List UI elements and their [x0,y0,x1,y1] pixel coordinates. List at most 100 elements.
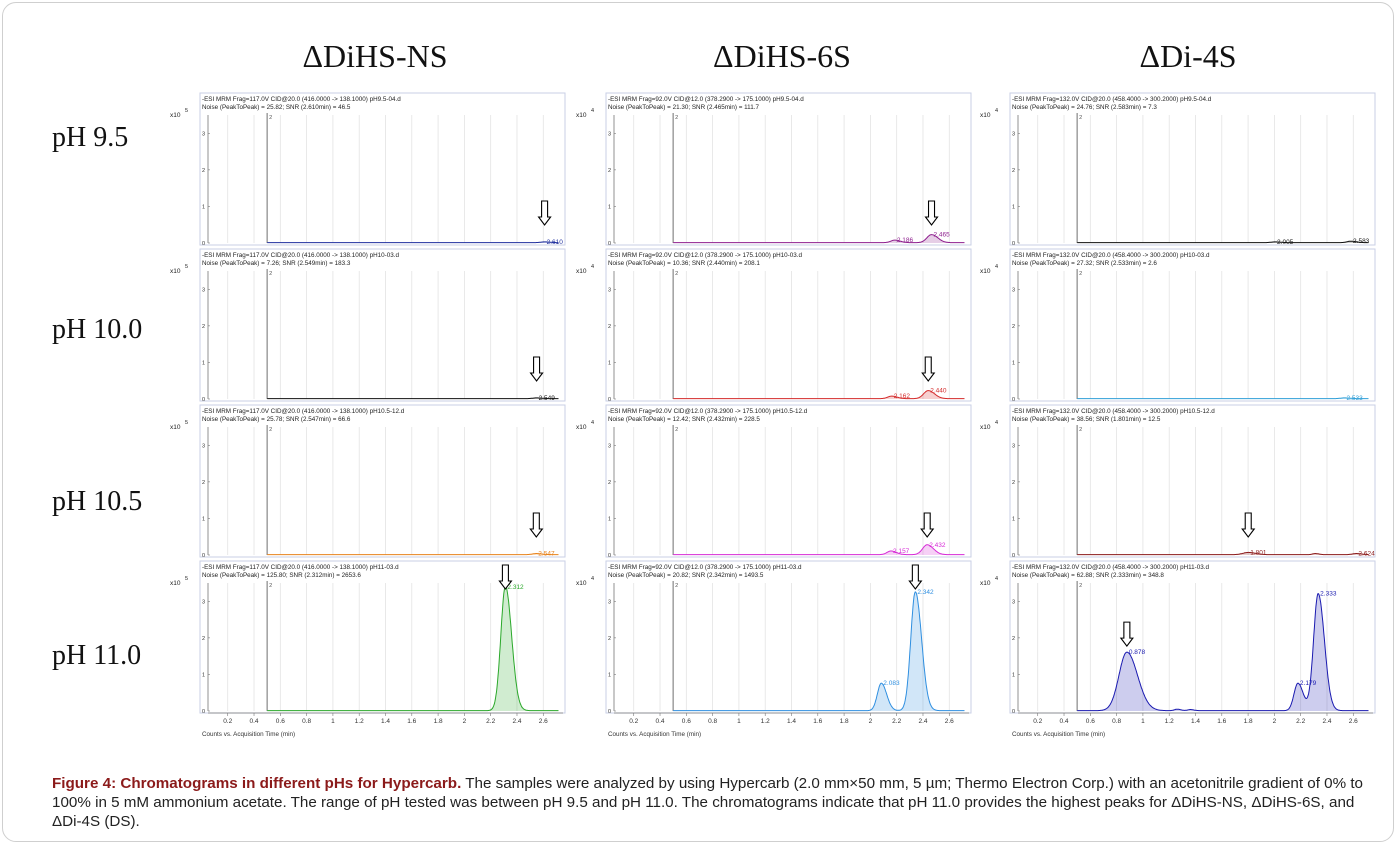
segment-marker-label: 2 [675,115,678,121]
x-tick-label: 2.4 [1322,718,1331,725]
segment-marker-label: 2 [675,427,678,433]
panel-border [605,248,972,402]
x-tick-label: 0.6 [682,718,691,725]
x-tick-label: 1.8 [840,718,849,725]
y-scale-exponent: 4 [995,576,998,582]
x-tick-label: 0.2 [223,718,232,725]
y-tick-label: 2 [202,324,205,330]
y-tick-label: 1 [608,360,611,366]
x-tick-label: 1.4 [1191,718,1200,725]
y-scale-exponent: 4 [995,420,998,426]
row-label-ph-11-0: pH 11.0 [52,640,142,671]
segment-marker-label: 2 [675,583,678,589]
x-tick-label: 1.6 [1217,718,1226,725]
peak-label: 2.312 [507,584,524,591]
x-axis-label: Counts vs. Acquisition Time (min) [202,731,295,738]
y-scale-label: x10 [980,580,991,587]
y-tick-label: 3 [202,443,205,449]
panel-border [199,92,566,246]
chromatogram-panel-0: -ESI MRM Frag=117.0V CID@20.0 (416.0000 … [170,92,566,247]
x-tick-label: 1.4 [381,718,390,725]
x-tick-label: 1.8 [434,718,443,725]
panel-border [199,248,566,402]
segment-marker-label: 2 [269,427,272,433]
y-tick-label: 3 [608,443,611,449]
x-tick-label: 0.6 [1086,718,1095,725]
peak-label: 2.333 [1320,591,1337,598]
panel-noise: Noise (PeakToPeak) = 62.88; SNR (2.333mi… [1012,572,1164,579]
panel-border [605,404,972,558]
chromatogram-panel-10: -ESI MRM Frag=92.0V CID@12.0 (378.2900 -… [576,560,972,738]
chromatogram-grid: -ESI MRM Frag=117.0V CID@20.0 (416.0000 … [170,92,1376,738]
y-scale-exponent: 4 [591,264,594,270]
peak-arrow-shape [529,512,544,538]
y-tick-label: 0 [608,397,611,403]
y-tick-label: 1 [1012,516,1015,522]
trace-line [1077,397,1369,400]
panel-noise: Noise (PeakToPeak) = 10.36; SNR (2.440mi… [608,260,760,267]
x-tick-label: 0.8 [1112,718,1121,725]
y-scale-label: x10 [980,268,991,275]
panel-noise: Noise (PeakToPeak) = 12.42; SNR (2.432mi… [608,416,760,423]
chromatogram-panel-11: -ESI MRM Frag=132.0V CID@20.0 (458.4000 … [980,560,1376,738]
y-tick-label: 3 [202,287,205,293]
peak-arrow-icon [529,512,544,538]
y-scale-exponent: 5 [185,576,188,582]
peak-arrow-shape [920,512,935,538]
panel-header: -ESI MRM Frag=117.0V CID@20.0 (416.0000 … [202,96,401,103]
peak-arrow-icon [920,512,935,538]
peak-arrow-shape [1241,512,1256,538]
y-tick-label: 0 [1012,709,1015,715]
x-tick-label: 1.2 [1165,718,1174,725]
trace-line [673,591,965,712]
segment-marker-label: 2 [675,271,678,277]
y-tick-label: 2 [1012,168,1015,174]
x-tick-label: 2.6 [539,718,548,725]
panel-header: -ESI MRM Frag=92.0V CID@12.0 (378.2900 -… [608,564,802,571]
y-tick-label: 1 [1012,360,1015,366]
panel-header: -ESI MRM Frag=132.0V CID@20.0 (458.4000 … [1012,252,1210,259]
panel-noise: Noise (PeakToPeak) = 21.30; SNR (2.465mi… [608,104,759,111]
panel-border [1009,404,1376,558]
peak-arrow-shape [537,200,552,226]
y-scale-label: x10 [170,424,181,431]
y-tick-label: 0 [608,241,611,247]
panel-noise: Noise (PeakToPeak) = 25.82; SNR (2.610mi… [202,104,351,111]
y-tick-label: 1 [608,672,611,678]
y-scale-label: x10 [170,112,181,119]
y-tick-label: 2 [1012,324,1015,330]
chromatogram-panel-8: -ESI MRM Frag=132.0V CID@20.0 (458.4000 … [980,404,1376,559]
column-title-dihs-6s: ΔDiHS-6S [713,38,851,74]
segment-marker-label: 2 [1079,427,1082,433]
peak-arrow-icon [924,200,939,226]
y-tick-label: 2 [608,324,611,330]
y-scale-label: x10 [576,112,587,119]
panel-border [199,404,566,558]
x-tick-label: 2.6 [1349,718,1358,725]
segment-marker-label: 2 [1079,115,1082,121]
y-scale-label: x10 [576,424,587,431]
trace-area [673,390,965,399]
peak-label: 0.878 [1129,649,1146,656]
peak-label: 2.624 [1358,551,1375,558]
peak-label: 2.005 [1277,239,1294,246]
figure-caption: Figure 4: Chromatograms in different pHs… [52,774,1372,831]
y-tick-label: 1 [202,516,205,522]
x-tick-label: 1.6 [813,718,822,725]
y-tick-label: 2 [202,636,205,642]
trace-line [1077,240,1369,244]
peak-label: 2.533 [1346,395,1363,402]
y-tick-label: 1 [202,204,205,210]
segment-marker-label: 2 [269,115,272,121]
y-tick-label: 3 [1012,131,1015,137]
segment-marker-label: 2 [269,271,272,277]
caption-text: The samples were analyzed by using Hyper… [52,775,1363,830]
peak-arrow-shape [908,564,923,590]
panel-noise: Noise (PeakToPeak) = 125.80; SNR (2.312m… [202,572,361,579]
x-tick-label: 0.2 [1033,718,1042,725]
x-tick-label: 1.6 [407,718,416,725]
panel-header: -ESI MRM Frag=92.0V CID@12.0 (378.2900 -… [608,408,808,415]
y-scale-label: x10 [980,112,991,119]
panel-border [1009,92,1376,246]
